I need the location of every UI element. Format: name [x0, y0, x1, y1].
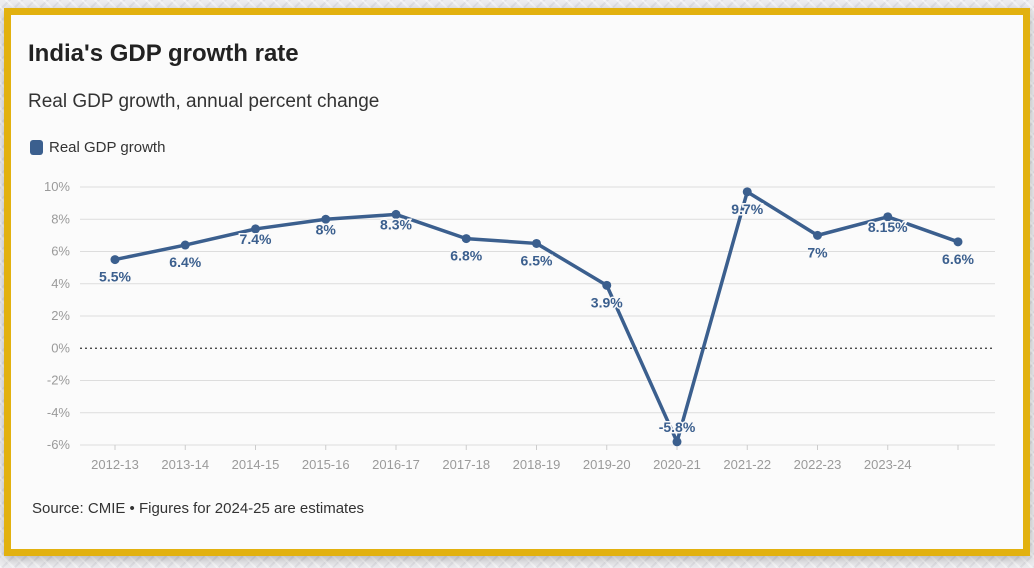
y-tick-label: 0%: [51, 340, 70, 355]
chart-frame: [4, 8, 1030, 556]
series-line: [113, 190, 960, 444]
data-point: [953, 237, 963, 247]
y-tick-label: -6%: [47, 437, 71, 452]
data-label: 6.4%: [169, 254, 201, 270]
y-tick-label: -2%: [47, 373, 71, 388]
x-tick-label: 2017-18: [442, 457, 490, 472]
data-point: [602, 280, 612, 290]
legend: Real GDP growth: [30, 139, 165, 156]
x-tick-label: 2021-22: [723, 457, 771, 472]
data-point: [461, 234, 471, 244]
data-label: 7%: [807, 244, 828, 260]
data-point: [180, 240, 190, 250]
data-point: [742, 187, 752, 197]
data-label: 6.6%: [942, 251, 974, 267]
legend-swatch: [30, 140, 43, 155]
data-label: 5.5%: [99, 269, 131, 285]
data-label: 8.3%: [380, 216, 412, 232]
data-label: 6.8%: [450, 248, 482, 264]
y-tick-label: 10%: [44, 179, 70, 194]
data-point: [321, 214, 331, 224]
legend-label: Real GDP growth: [49, 139, 166, 156]
x-tick-label: 2012-13: [91, 457, 139, 472]
data-label: 9.7%: [731, 201, 763, 217]
data-point: [883, 212, 893, 222]
data-point: [110, 255, 120, 265]
y-tick-label: 6%: [51, 244, 70, 259]
data-point: [813, 230, 822, 240]
data-point: [672, 437, 682, 447]
data-label: 8.15%: [868, 219, 908, 235]
x-tick-label: 2023-24: [864, 457, 912, 472]
chart-subtitle: Real GDP growth, annual percent change: [28, 91, 380, 112]
x-tick-label: 2019-20: [583, 457, 631, 472]
data-label: 7.4%: [240, 231, 272, 247]
x-tick-label: 2016-17: [372, 457, 420, 472]
data-label: -5.8%: [659, 419, 696, 435]
data-point: [391, 209, 401, 219]
data-label: 8%: [316, 221, 337, 237]
y-tick-label: -4%: [47, 405, 71, 420]
data-point: [251, 224, 260, 234]
x-tick-label: 2018-19: [513, 457, 561, 472]
x-tick-label: 2015-16: [302, 457, 350, 472]
data-label: 6.5%: [521, 252, 553, 268]
x-tick-label: 2013-14: [161, 457, 209, 472]
x-tick-label: 2022-23: [794, 457, 842, 472]
x-tick-label: 2020-21: [653, 457, 701, 472]
y-tick-label: 2%: [51, 308, 70, 323]
y-tick-label: 4%: [51, 276, 70, 291]
data-label: 3.9%: [591, 294, 623, 310]
y-tick-label: 8%: [51, 211, 70, 226]
data-point: [532, 238, 541, 248]
chart-title: India's GDP growth rate: [28, 40, 299, 67]
x-tick-label: 2014-15: [232, 457, 280, 472]
source-note: Source: CMIE • Figures for 2024-25 are e…: [32, 500, 365, 517]
